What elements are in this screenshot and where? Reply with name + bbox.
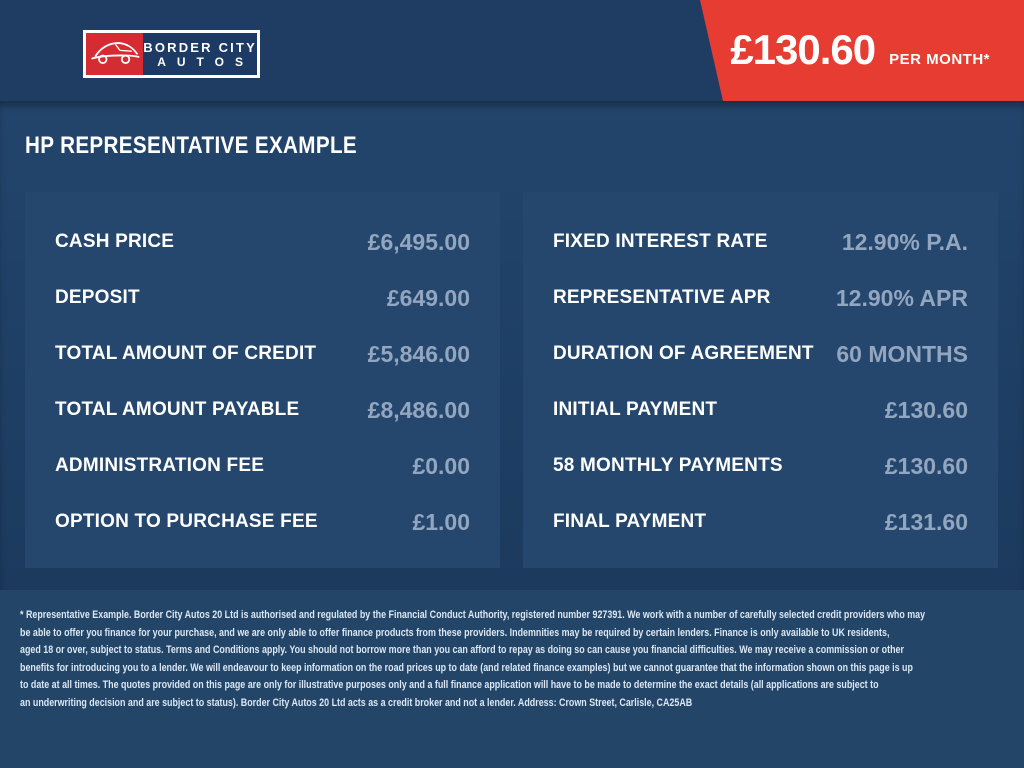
finance-row: FIXED INTEREST RATE 12.90% P.A. [553,214,968,270]
finance-value: £649.00 [386,284,470,311]
finance-panel-left: CASH PRICE £6,495.00 DEPOSIT £649.00 TOT… [25,192,500,568]
disclaimer-line: to date at all times. The quotes provide… [20,679,879,692]
finance-row: OPTION TO PURCHASE FEE £1.00 [55,494,470,550]
finance-row: DEPOSIT £649.00 [55,270,470,326]
finance-value: £8,486.00 [367,396,470,423]
finance-row: DURATION OF AGREEMENT 60 MONTHS [553,326,968,382]
finance-panel-right: FIXED INTEREST RATE 12.90% P.A. REPRESEN… [523,192,998,568]
finance-value: £6,495.00 [367,228,470,255]
logo-name-secondary: AUTOS [157,54,255,69]
finance-row: ADMINISTRATION FEE £0.00 [55,438,470,494]
disclaimer-line: benefits for introducing you to a lender… [20,661,913,674]
finance-label: DURATION OF AGREEMENT [553,343,814,364]
logo-red-panel [86,33,144,76]
disclaimer: * Representative Example. Border City Au… [0,590,1024,768]
header: BORDER CITY AUTOS £130.60 PER MONTH* [0,0,1024,101]
finance-row: REPRESENTATIVE APR 12.90% APR [553,270,968,326]
car-icon [89,33,141,76]
finance-row: INITIAL PAYMENT £130.60 [553,382,968,438]
finance-row: FINAL PAYMENT £131.60 [553,494,968,550]
finance-label: FINAL PAYMENT [553,511,707,532]
finance-label: TOTAL AMOUNT PAYABLE [55,399,300,420]
disclaimer-line: aged 18 or over, subject to status. Term… [20,644,904,657]
price-ribbon [700,0,1024,101]
monthly-price-suffix: PER MONTH* [889,51,990,68]
finance-value: 12.90% P.A. [841,228,968,255]
finance-label: INITIAL PAYMENT [553,399,718,420]
disclaimer-line: an underwriting decision and are subject… [20,696,693,709]
finance-value: £130.60 [884,396,968,423]
finance-label: OPTION TO PURCHASE FEE [55,511,318,532]
finance-value: £0.00 [412,452,470,479]
finance-value: 12.90% APR [835,284,968,311]
finance-row: TOTAL AMOUNT OF CREDIT £5,846.00 [55,326,470,382]
finance-label: 58 MONTHLY PAYMENTS [553,455,783,476]
logo-wordmark: BORDER CITY AUTOS [143,33,257,75]
monthly-price: £130.60 [730,26,876,73]
disclaimer-line: be able to offer you finance for your pu… [20,626,890,639]
finance-row: 58 MONTHLY PAYMENTS £130.60 [553,438,968,494]
finance-value: £130.60 [884,452,968,479]
logo-name: BORDER CITY [143,39,257,55]
finance-label: DEPOSIT [55,287,140,308]
finance-label: TOTAL AMOUNT OF CREDIT [55,343,317,364]
finance-value: £131.60 [884,508,968,535]
disclaimer-line: * Representative Example. Border City Au… [20,609,926,621]
finance-row: TOTAL AMOUNT PAYABLE £8,486.00 [55,382,470,438]
brand-logo[interactable]: BORDER CITY AUTOS [83,30,260,78]
finance-value: £1.00 [412,508,470,535]
finance-value: £5,846.00 [367,340,470,367]
finance-label: CASH PRICE [55,231,175,252]
finance-value: 60 MONTHS [836,340,968,367]
finance-label: ADMINISTRATION FEE [55,455,265,476]
finance-example-section: HP REPRESENTATIVE EXAMPLE CASH PRICE £6,… [0,101,1024,590]
finance-row: CASH PRICE £6,495.00 [55,214,470,270]
finance-label: REPRESENTATIVE APR [553,287,771,308]
finance-panels: CASH PRICE £6,495.00 DEPOSIT £649.00 TOT… [25,192,998,568]
price-ribbon-text: £130.60 PER MONTH* [730,26,990,74]
page-title: HP REPRESENTATIVE EXAMPLE [25,132,358,159]
finance-label: FIXED INTEREST RATE [553,231,768,252]
